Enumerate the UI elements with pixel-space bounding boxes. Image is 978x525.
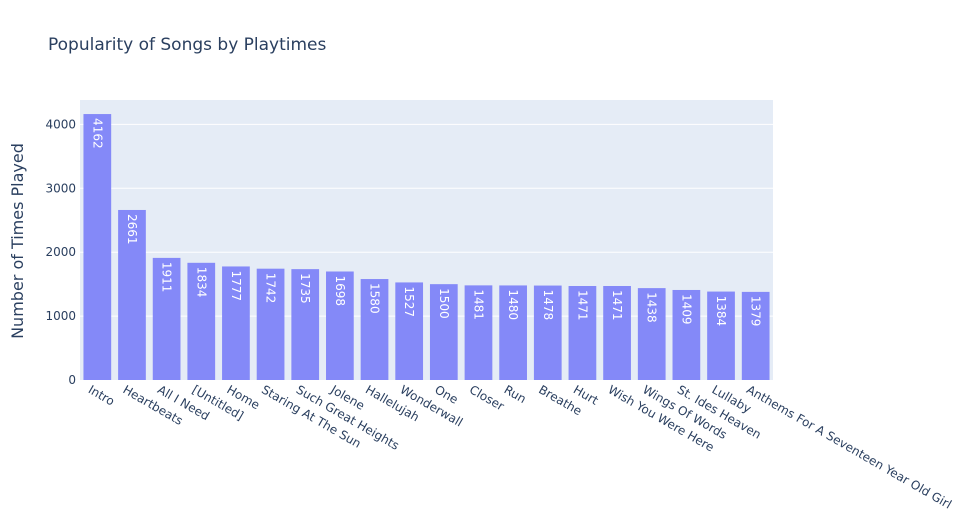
bar bbox=[118, 209, 146, 380]
bar-value-label: 1580 bbox=[368, 283, 382, 314]
y-tick-label: 4000 bbox=[45, 117, 76, 131]
bar bbox=[291, 269, 320, 380]
bar bbox=[533, 285, 562, 380]
bar bbox=[152, 257, 181, 380]
bar bbox=[672, 289, 701, 380]
bar bbox=[429, 284, 458, 380]
bar bbox=[603, 286, 631, 380]
bar bbox=[222, 266, 250, 380]
y-tick-labels: 0 1000 2000 3000 4000 bbox=[45, 117, 76, 387]
bar-value-label: 1735 bbox=[298, 273, 312, 304]
bar bbox=[464, 285, 493, 380]
bar-value-label: 1481 bbox=[471, 289, 485, 320]
bar-value-label: 1478 bbox=[541, 290, 555, 321]
bar-value-label: 1527 bbox=[402, 286, 416, 317]
chart-title: Popularity of Songs by Playtimes bbox=[48, 35, 327, 55]
bar bbox=[395, 282, 424, 380]
bar bbox=[256, 268, 285, 380]
bar-value-label: 1438 bbox=[645, 292, 659, 323]
bar-value-label: 1409 bbox=[679, 294, 693, 325]
bar-value-label: 2661 bbox=[125, 214, 139, 245]
plot-area bbox=[80, 100, 773, 380]
bars-group: 4162 2661 1911 1834 1777 1742 1735 1698 1580 1527… bbox=[83, 114, 770, 381]
bar-value-label: 1911 bbox=[160, 262, 174, 293]
bar bbox=[326, 271, 354, 380]
bar bbox=[707, 291, 735, 380]
bar bbox=[568, 286, 597, 380]
bar-value-label: 1471 bbox=[610, 290, 624, 321]
y-tick-label: 2000 bbox=[45, 245, 76, 259]
bar bbox=[637, 288, 666, 380]
bar bbox=[187, 262, 216, 380]
y-tick-label: 3000 bbox=[45, 181, 76, 195]
bar-value-label: 1500 bbox=[437, 288, 451, 319]
bar bbox=[741, 291, 770, 380]
bar bbox=[83, 114, 112, 381]
bar-value-label: 1777 bbox=[229, 270, 243, 301]
bar-value-label: 1698 bbox=[333, 276, 347, 307]
bar-value-label: 1379 bbox=[749, 296, 763, 327]
y-axis-label: Number of Times Played bbox=[8, 143, 27, 339]
bar bbox=[499, 285, 527, 380]
bar-value-label: 1471 bbox=[575, 290, 589, 321]
bar bbox=[360, 279, 389, 380]
bar-value-label: 4162 bbox=[90, 118, 104, 149]
y-tick-label: 1000 bbox=[45, 309, 76, 323]
bar-value-label: 1384 bbox=[714, 296, 728, 327]
x-tick-label: Anthems For A Seventeen Year Old Girl bbox=[744, 382, 954, 511]
bar-value-label: 1834 bbox=[194, 267, 208, 298]
x-tick-label: Intro bbox=[86, 382, 117, 408]
bar-value-label: 1480 bbox=[506, 289, 520, 320]
y-tick-label: 0 bbox=[68, 373, 76, 387]
bar-value-label: 1742 bbox=[264, 273, 278, 304]
x-tick-label: Closer bbox=[467, 382, 507, 413]
